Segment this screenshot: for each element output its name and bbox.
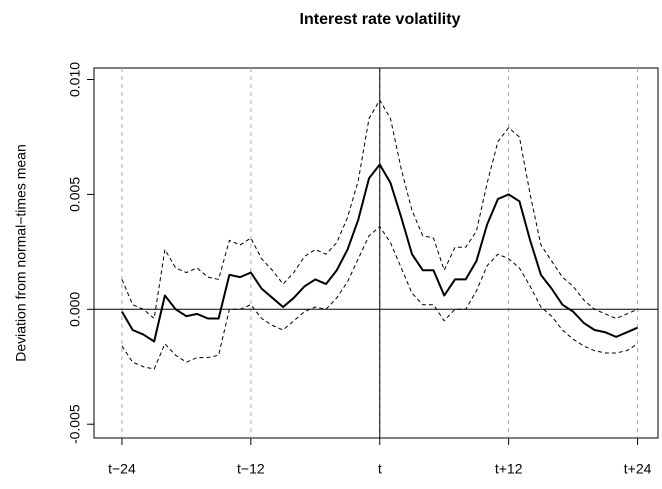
y-tick-label: -0.005	[67, 404, 83, 444]
x-tick-label: t−12	[237, 461, 265, 477]
series-line	[121, 226, 638, 370]
y-axis-label: Deviation from normal−times mean	[13, 144, 29, 361]
y-tick-label: 0.010	[67, 62, 83, 97]
y-tick-label: 0.005	[67, 177, 83, 212]
x-tick-label: t+24	[624, 461, 652, 477]
plot-box	[93, 67, 659, 439]
x-tick-label: t−24	[108, 461, 136, 477]
series-line	[121, 163, 638, 343]
x-tick-label: t	[378, 461, 382, 477]
series-line	[121, 99, 638, 319]
chart-title: Interest rate volatility	[300, 11, 461, 28]
y-tick-label: 0.000	[67, 292, 83, 327]
x-tick-label: t+12	[495, 461, 523, 477]
